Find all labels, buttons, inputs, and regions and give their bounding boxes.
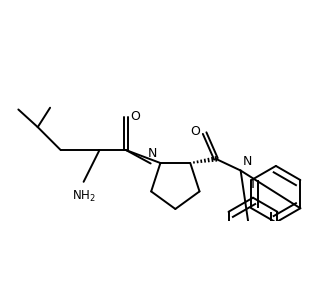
Text: N: N [243, 155, 252, 168]
Text: O: O [130, 110, 140, 123]
Text: I: I [251, 177, 255, 191]
Text: NH$_2$: NH$_2$ [72, 189, 96, 204]
Text: O: O [190, 125, 200, 138]
Text: N: N [148, 147, 157, 160]
